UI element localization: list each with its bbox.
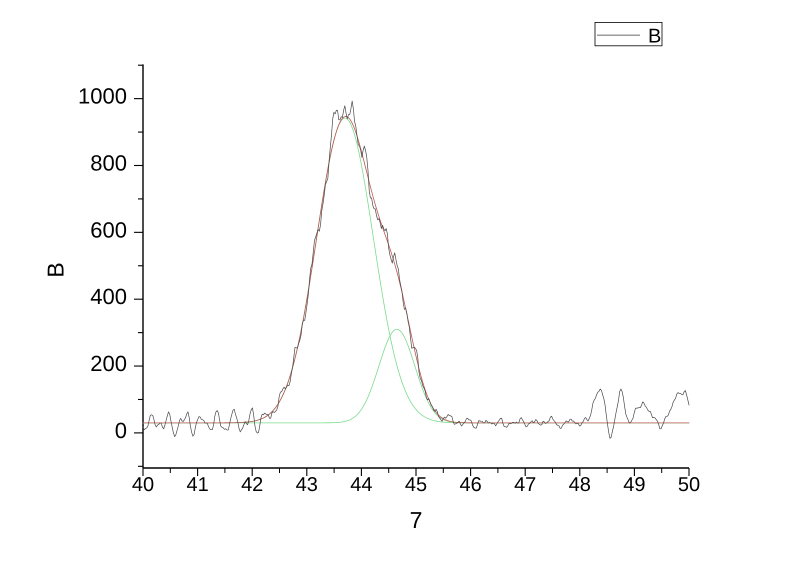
svg-text:41: 41 [186, 474, 208, 496]
svg-text:42: 42 [241, 474, 263, 496]
svg-text:800: 800 [90, 150, 127, 175]
svg-text:48: 48 [569, 474, 591, 496]
svg-text:43: 43 [296, 474, 318, 496]
svg-text:44: 44 [350, 474, 372, 496]
svg-text:40: 40 [132, 474, 154, 496]
svg-text:200: 200 [90, 351, 127, 376]
svg-text:0: 0 [115, 418, 127, 443]
svg-text:600: 600 [90, 217, 127, 242]
svg-text:47: 47 [514, 474, 536, 496]
svg-text:B: B [648, 26, 661, 48]
svg-text:45: 45 [405, 474, 427, 496]
svg-text:B: B [43, 262, 69, 277]
svg-text:400: 400 [90, 284, 127, 309]
svg-text:49: 49 [623, 474, 645, 496]
svg-text:46: 46 [459, 474, 481, 496]
svg-text:1000: 1000 [78, 84, 127, 109]
svg-text:50: 50 [678, 474, 700, 496]
svg-text:7: 7 [410, 507, 423, 533]
